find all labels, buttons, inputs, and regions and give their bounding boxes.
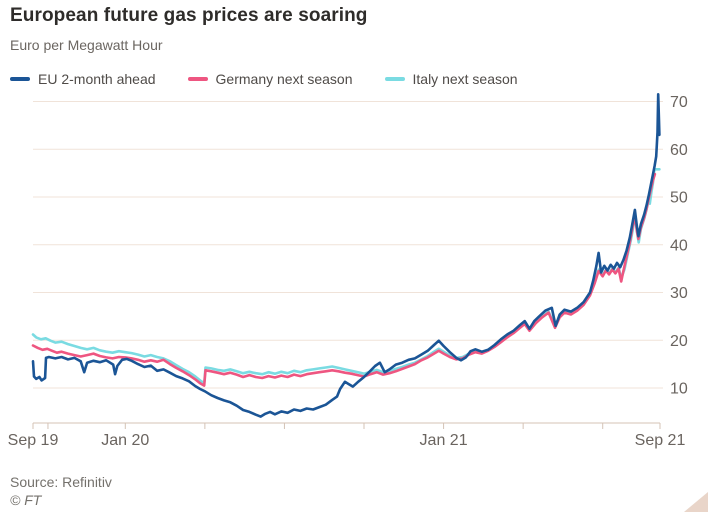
x-axis-label-jan-21: Jan 21 [420,432,468,449]
x-axis-label-sep-19: Sep 19 [8,432,59,449]
chart-title: European future gas prices are soaring [10,5,368,26]
chart-subtitle: Euro per Megawatt Hour [10,37,163,53]
y-axis-label-40: 40 [670,237,688,254]
legend-label: EU 2-month ahead [38,71,156,87]
legend-item-eu-2-month-ahead: EU 2-month ahead [10,71,156,87]
legend-swatch-icon [384,77,405,81]
legend-swatch-icon [10,77,30,81]
ft-copyright: © FT [10,492,42,508]
legend-item-germany-next-season: Germany next season [187,71,353,87]
y-axis-label-20: 20 [670,333,688,350]
legend-item-italy-next-season: Italy next season [384,71,518,87]
ft-corner-triangle-icon [684,492,708,512]
y-axis-label-60: 60 [670,142,688,159]
series-line-italy-next-season [31,168,661,385]
y-axis-label-70: 70 [670,94,688,111]
y-axis-label-30: 30 [670,285,688,302]
source-note: Source: Refinitiv [10,474,112,490]
series-line-eu-2-month-ahead [31,93,661,418]
legend-label: Germany next season [215,71,353,87]
x-axis-label-sep-21: Sep 21 [635,432,686,449]
x-axis-label-jan-20: Jan 20 [101,432,149,449]
series-line-germany-next-season [31,172,657,387]
y-axis-label-10: 10 [670,381,688,398]
legend-label: Italy next season [412,71,518,87]
y-axis-label-50: 50 [670,190,688,207]
chart-legend: EU 2-month ahead Germany next season Italy… [10,71,518,87]
legend-swatch-icon [187,77,208,81]
